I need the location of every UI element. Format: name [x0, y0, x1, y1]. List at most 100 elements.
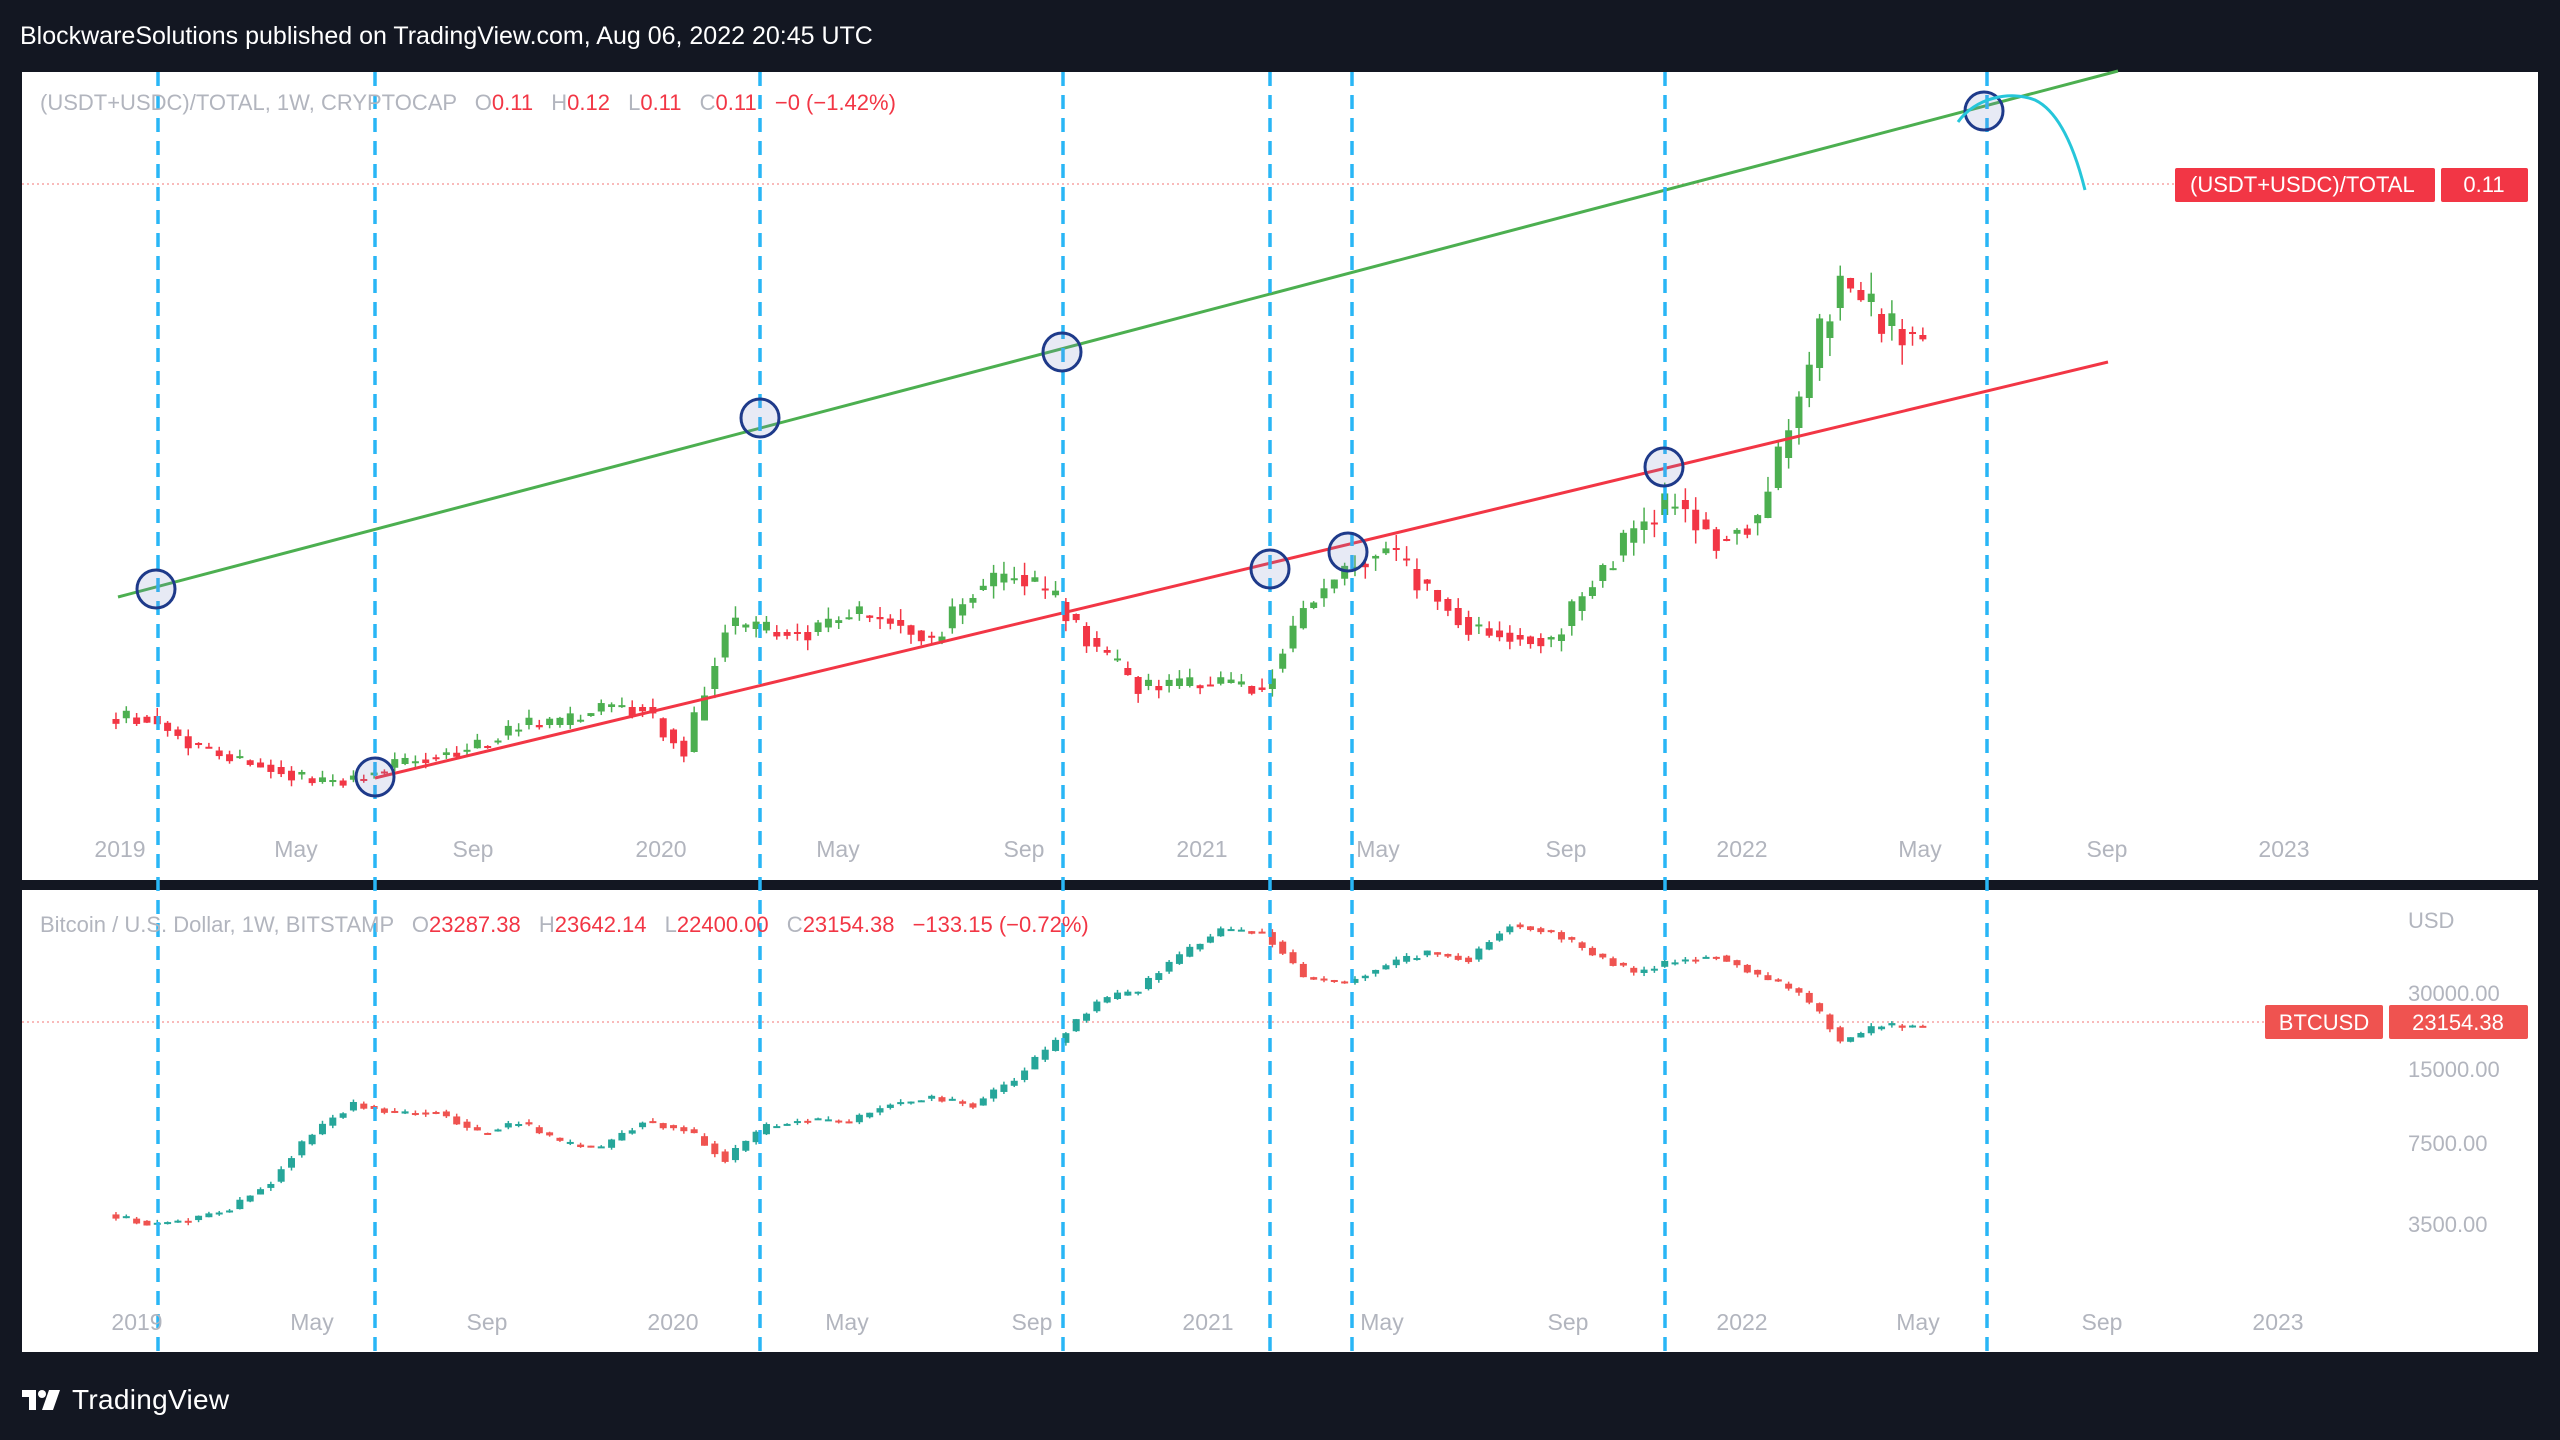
btc-candle-body: [587, 1145, 595, 1148]
btc-candle-body: [1237, 929, 1245, 932]
btc-x-tick: 2021: [1182, 1309, 1233, 1335]
top-candle-body: [1826, 321, 1834, 338]
btc-candle-body: [1423, 950, 1431, 956]
btc-candle-body: [1650, 968, 1658, 971]
top-candle-body: [845, 617, 853, 620]
top-candle-body: [711, 666, 719, 689]
btc-candle-body: [1062, 1033, 1070, 1043]
btc-candle-body: [174, 1220, 182, 1223]
top-candles-group: [112, 265, 1927, 788]
top-candle-body: [1434, 590, 1442, 602]
btc-candle-body: [1671, 962, 1679, 965]
touch-point-circle: [1643, 446, 1685, 488]
top-candle-body: [1351, 566, 1359, 569]
top-candle-body: [453, 752, 461, 757]
tradingview-logo[interactable]: TradingView: [22, 1374, 262, 1426]
top-candle-body: [1196, 685, 1204, 689]
top-x-tick: Sep: [1004, 836, 1045, 862]
btc-candle-body: [670, 1125, 678, 1129]
btc-candle-body: [928, 1095, 936, 1099]
top-panel[interactable]: [22, 72, 2538, 880]
top-candle-body: [1785, 430, 1793, 458]
btc-candle-body: [236, 1199, 244, 1210]
top-candle-body: [907, 625, 915, 635]
btc-candle-body: [1372, 969, 1380, 974]
top-candle-body: [277, 767, 285, 775]
top-candle-body: [504, 725, 512, 736]
chart-svg[interactable]: (USDT+USDC)/TOTAL, 1W, CRYPTOCAP O0.11 H…: [0, 0, 2560, 1360]
top-candle-body: [1000, 573, 1008, 583]
top-candle-body: [1072, 614, 1080, 621]
top-candle-body: [535, 725, 543, 728]
top-candle-body: [990, 572, 998, 587]
btc-candle-body: [1444, 953, 1452, 957]
btc-candle-body: [1361, 975, 1369, 979]
top-candle-body: [1310, 602, 1318, 608]
btc-candle-body: [349, 1101, 357, 1111]
btc-candle-body: [1547, 930, 1555, 933]
publisher-header: BlockwareSolutions published on TradingV…: [0, 0, 2560, 72]
btc-legend: Bitcoin / U.S. Dollar, 1W, BITSTAMP O232…: [40, 912, 1089, 937]
touch-point-circle: [1963, 90, 2005, 132]
btc-change-value: −133.15 (−0.72%): [913, 912, 1089, 937]
top-candle-body: [494, 740, 502, 743]
btc-candle-body: [1382, 965, 1390, 970]
btc-candle-body: [1795, 988, 1803, 993]
btc-candle-body: [1021, 1070, 1029, 1080]
top-candle-body: [1041, 588, 1049, 591]
tradingview-logo-icon: [22, 1390, 60, 1410]
bottom-panel[interactable]: [22, 890, 2538, 1352]
btc-candle-body: [1196, 943, 1204, 950]
btc-candle-body: [1588, 947, 1596, 956]
top-candle-body: [1898, 329, 1906, 346]
top-candle-body: [866, 615, 874, 618]
top-l-value: 0.11: [640, 90, 681, 115]
btc-y-tick: 30000.00: [2408, 981, 2500, 1006]
top-candle-body: [566, 713, 574, 725]
top-arc-annotation[interactable]: [1956, 94, 2087, 191]
top-candle-body: [1847, 278, 1855, 289]
top-candle-body: [1702, 519, 1710, 530]
top-candle-body: [112, 719, 120, 724]
top-candle-body: [308, 778, 316, 784]
btc-candle-body: [1681, 959, 1689, 962]
top-candle-body: [1413, 569, 1421, 591]
top-candle-body: [917, 630, 925, 642]
btc-candle-body: [618, 1132, 626, 1141]
top-candle-body: [690, 712, 698, 752]
btc-candle-body: [1155, 973, 1163, 980]
top-candle-body: [1175, 678, 1183, 686]
btc-candle-body: [484, 1132, 492, 1135]
top-candle-body: [380, 771, 388, 774]
btc-candle-body: [442, 1111, 450, 1117]
top-candle-body: [411, 761, 419, 764]
btc-candle-body: [608, 1139, 616, 1148]
touch-point-circle: [739, 397, 781, 439]
btc-candle-body: [215, 1212, 223, 1215]
btc-candle-body: [701, 1136, 708, 1146]
btc-price-tag-value: 23154.38: [2412, 1010, 2504, 1035]
top-x-tick: May: [1898, 836, 1942, 862]
top-candle-body: [1857, 290, 1865, 301]
top-candle-body: [401, 757, 409, 764]
btc-candle-body: [1010, 1080, 1018, 1086]
top-legend: (USDT+USDC)/TOTAL, 1W, CRYPTOCAP O0.11 H…: [40, 90, 896, 115]
channel-upper-trendline[interactable]: [117, 69, 2119, 599]
top-candle-body: [174, 729, 182, 736]
btc-candle-body: [453, 1116, 461, 1125]
btc-candle-body: [184, 1220, 192, 1223]
btc-candle-body: [112, 1214, 120, 1219]
footer-bar: TradingView: [0, 1360, 2560, 1440]
top-candle-body: [122, 710, 130, 719]
btc-candle-body: [1268, 932, 1276, 945]
touch-point-circle: [135, 568, 177, 610]
btc-candle-body: [1217, 928, 1225, 937]
top-candle-body: [1496, 630, 1504, 638]
btc-candle-body: [1826, 1014, 1834, 1030]
btc-candle-body: [122, 1216, 130, 1219]
channel-lower-trendline[interactable]: [374, 360, 2109, 780]
top-candle-body: [143, 716, 151, 723]
top-candle-body: [1052, 590, 1060, 596]
touch-point-circle: [1041, 331, 1083, 373]
btc-h-label: H: [539, 912, 555, 937]
